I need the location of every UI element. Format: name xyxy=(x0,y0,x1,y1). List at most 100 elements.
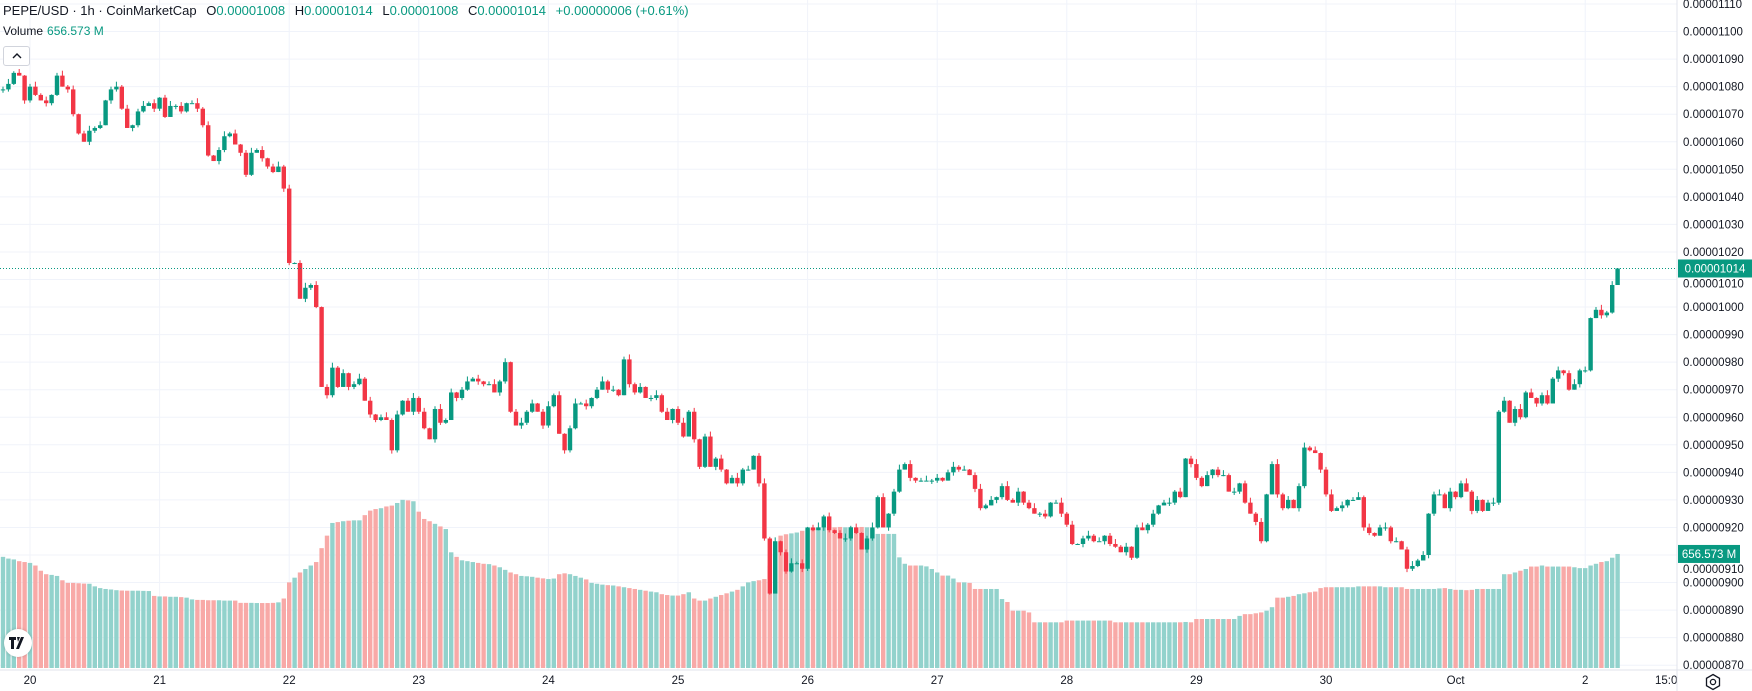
volume-bar xyxy=(1340,587,1345,668)
candle-body xyxy=(665,411,670,421)
settings-icon[interactable] xyxy=(1704,673,1722,691)
candle-body xyxy=(1188,458,1194,465)
volume-bar xyxy=(189,599,195,668)
candle-body xyxy=(1561,370,1566,374)
volume-bar xyxy=(162,596,168,668)
volume-bar xyxy=(1318,588,1323,668)
candle-body xyxy=(1232,491,1237,493)
volume-bar xyxy=(459,560,465,668)
volume-bar xyxy=(184,597,189,668)
candle-body xyxy=(659,395,664,412)
volume-bar xyxy=(1377,586,1383,668)
candle-body xyxy=(913,477,918,481)
volume-bar xyxy=(27,562,33,668)
candle-body xyxy=(157,97,162,109)
candle-body xyxy=(1064,513,1069,525)
time-tick-label: 28 xyxy=(1060,675,1073,687)
volume-bar xyxy=(600,584,605,668)
volume-bar xyxy=(594,583,600,668)
candle-body xyxy=(189,103,195,105)
candle-body xyxy=(130,125,135,128)
volume-bar xyxy=(1215,619,1221,668)
volume-bar xyxy=(778,535,783,668)
volume-bar xyxy=(648,591,654,668)
candle-body xyxy=(1426,513,1431,555)
price-tick-label: 0.00001050 xyxy=(1683,164,1744,176)
volume-bar xyxy=(924,566,929,668)
candle-body xyxy=(1215,469,1221,476)
candle-body xyxy=(1480,499,1485,511)
candle-body xyxy=(497,381,502,393)
volume-label[interactable]: Volume xyxy=(3,24,44,38)
candle-body xyxy=(351,384,357,387)
candle-body xyxy=(152,103,157,109)
candle-body xyxy=(1572,384,1577,390)
candle-body xyxy=(238,144,243,153)
candle-body xyxy=(1296,486,1302,509)
volume-bar xyxy=(265,603,270,668)
volume-bar xyxy=(222,600,227,668)
volume-bar xyxy=(783,534,789,668)
volume-bar xyxy=(1383,587,1388,668)
candle-body xyxy=(373,414,378,421)
candle-body xyxy=(562,433,567,451)
volume-bar xyxy=(405,500,411,668)
volume-bar xyxy=(854,527,859,668)
candle-body xyxy=(470,378,475,382)
volume-bar xyxy=(800,530,805,668)
candle-body xyxy=(476,378,481,382)
volume-bar xyxy=(125,590,130,668)
volume-bar xyxy=(708,598,713,668)
volume-bar xyxy=(605,585,610,668)
candle-body xyxy=(1221,475,1226,477)
time-tick-label: 20 xyxy=(24,675,37,687)
volume-bar xyxy=(562,573,567,668)
candle-body xyxy=(308,285,313,288)
candle-body xyxy=(486,384,492,386)
volume-bar xyxy=(92,586,97,668)
volume-bar xyxy=(864,527,870,668)
volume-bar xyxy=(330,522,335,668)
candle-body xyxy=(1286,499,1291,509)
volume-bar xyxy=(1172,622,1177,668)
volume-bar xyxy=(481,563,486,668)
volume-bar xyxy=(319,548,324,668)
volume-bar xyxy=(438,526,443,668)
candle-body xyxy=(1437,494,1442,496)
candle-body xyxy=(141,105,146,112)
tradingview-logo[interactable] xyxy=(4,629,32,657)
candle-body xyxy=(1356,497,1361,500)
volume-bar xyxy=(1205,619,1210,668)
candle-body xyxy=(1615,268,1620,286)
volume-bar xyxy=(567,574,573,668)
volume-bar xyxy=(1307,592,1312,668)
volume-bar xyxy=(1242,614,1248,668)
candle-body xyxy=(1086,535,1091,539)
volume-value: 656.573 M xyxy=(47,24,104,38)
candle-body xyxy=(11,72,16,84)
volume-bar xyxy=(789,533,794,668)
volume-bar xyxy=(1529,566,1534,668)
candle-body xyxy=(108,89,114,101)
symbol-title[interactable]: PEPE/USD · 1h · CoinMarketCap xyxy=(3,3,197,18)
volume-bar xyxy=(951,578,956,668)
volume-bar xyxy=(427,521,432,668)
candle-body xyxy=(1053,502,1059,504)
collapse-legend-button[interactable] xyxy=(3,46,30,66)
volume-bar xyxy=(71,582,76,668)
volume-bar xyxy=(260,603,265,668)
candle-body xyxy=(400,400,405,415)
time-tick-label: 24 xyxy=(542,675,555,687)
price-tick-label: 0.00000870 xyxy=(1683,660,1744,672)
volume-bar xyxy=(1491,588,1496,668)
volume-bar xyxy=(108,589,114,668)
volume-bar xyxy=(843,527,848,668)
volume-bar xyxy=(119,590,124,668)
volume-bar xyxy=(724,593,729,668)
volume-bar xyxy=(994,588,999,668)
candle-body xyxy=(206,125,211,156)
volume-bar xyxy=(1496,588,1501,668)
time-tick-label: 22 xyxy=(283,675,296,687)
candle-body xyxy=(632,384,637,393)
